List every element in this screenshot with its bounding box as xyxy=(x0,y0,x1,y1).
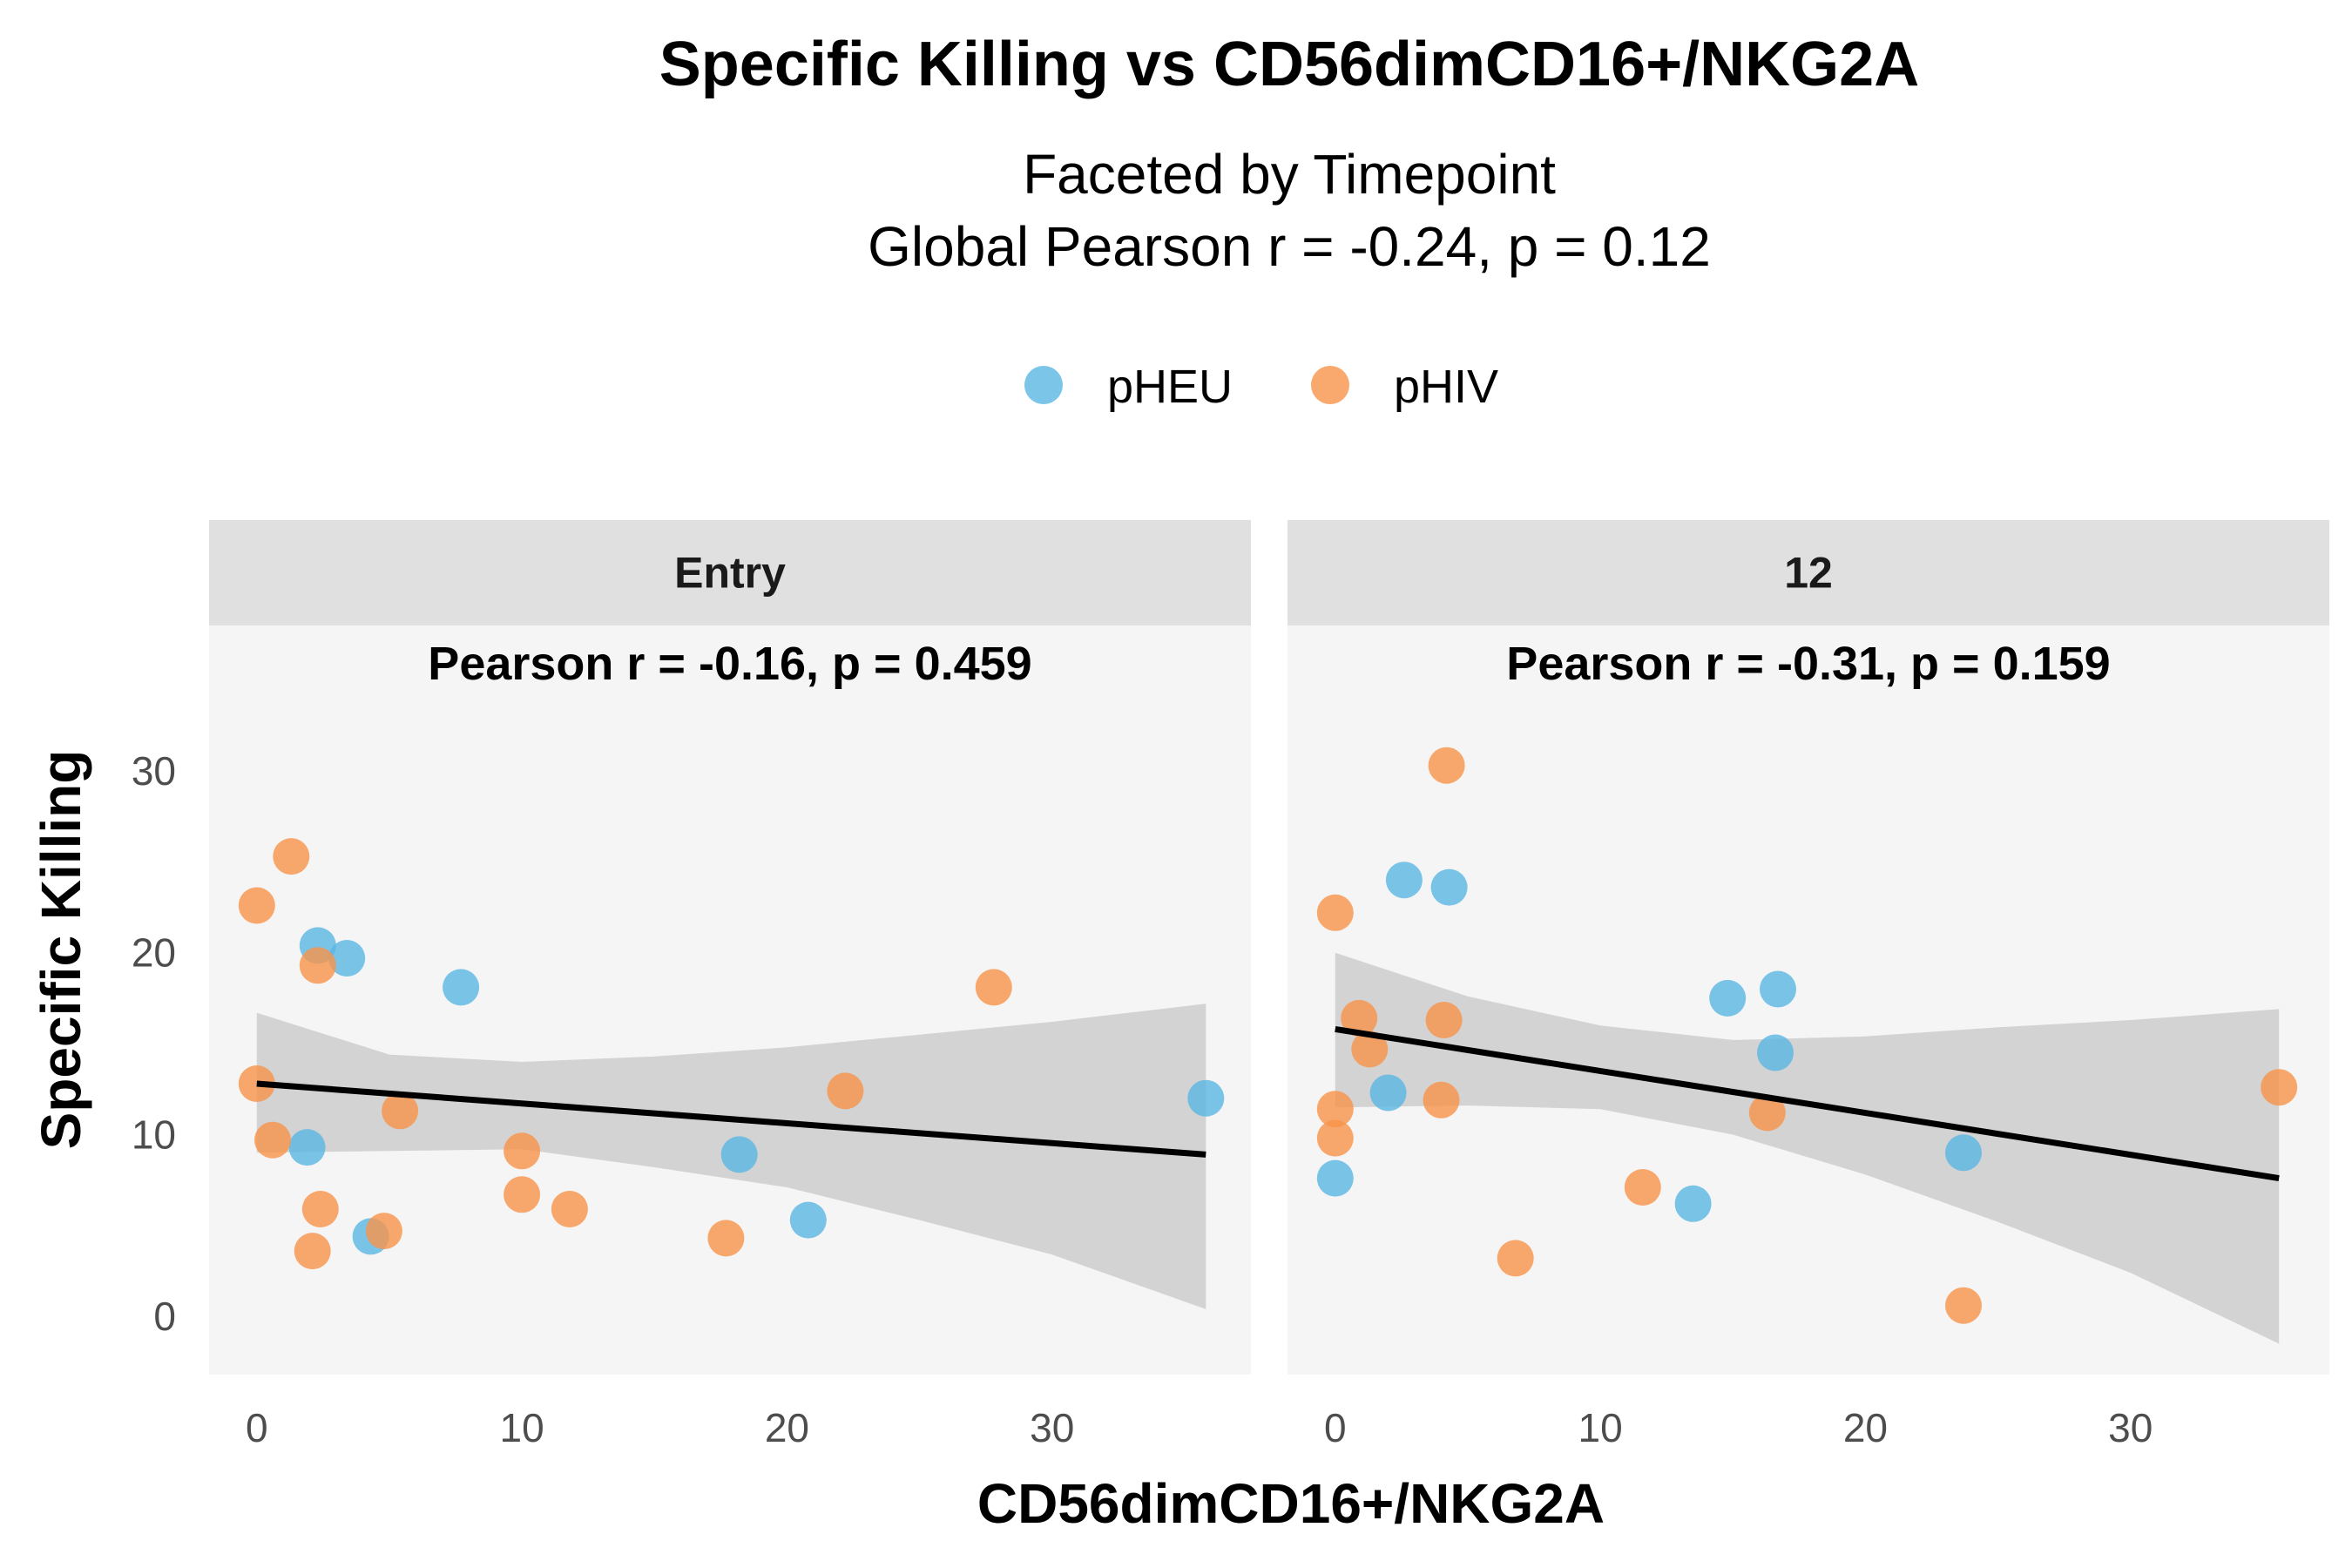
data-point-phiv xyxy=(1341,999,1378,1037)
y-axis-title: Specific Killing xyxy=(30,750,92,1150)
data-point-pheu xyxy=(1385,862,1423,899)
facet-strip xyxy=(209,520,1251,625)
facet-strip-label: 12 xyxy=(1784,549,1833,598)
chart-subtitle-line-2: Global Pearson r = -0.24, p = 0.12 xyxy=(868,215,1711,278)
data-point-phiv xyxy=(365,1213,402,1250)
data-point-phiv xyxy=(827,1072,864,1110)
data-point-phiv xyxy=(2261,1069,2298,1106)
data-point-phiv xyxy=(1423,1081,1460,1119)
y-tick-label: 0 xyxy=(153,1294,176,1339)
legend: pHEU pHIV xyxy=(1024,361,1498,413)
data-point-pheu xyxy=(1674,1185,1712,1222)
data-point-phiv xyxy=(238,887,275,924)
legend-label-phiv: pHIV xyxy=(1394,361,1498,413)
data-point-phiv xyxy=(273,838,310,875)
data-point-phiv xyxy=(1428,747,1465,784)
data-point-phiv xyxy=(504,1176,541,1213)
data-point-pheu xyxy=(1187,1079,1225,1117)
data-point-phiv xyxy=(1945,1287,1982,1324)
data-point-pheu xyxy=(328,940,366,977)
y-tick-label: 30 xyxy=(132,748,176,794)
data-point-phiv xyxy=(1624,1169,1661,1206)
x-tick-label: 20 xyxy=(765,1405,809,1450)
x-tick-label: 0 xyxy=(246,1405,268,1450)
y-tick-label: 10 xyxy=(132,1112,176,1157)
legend-key-phiv xyxy=(1311,366,1349,404)
data-point-phiv xyxy=(975,969,1012,1006)
legend-key-pheu xyxy=(1024,366,1063,404)
x-tick-label: 10 xyxy=(500,1405,544,1450)
data-point-phiv xyxy=(1351,1031,1389,1068)
data-point-phiv xyxy=(254,1121,291,1159)
facet-correlation-annotation: Pearson r = -0.31, p = 0.159 xyxy=(1506,638,2110,690)
data-point-pheu xyxy=(1709,979,1747,1017)
data-point-phiv xyxy=(1316,1091,1354,1128)
x-tick-label: 30 xyxy=(2108,1405,2153,1450)
data-point-phiv xyxy=(299,947,336,984)
chart-subtitle-line-1: Faceted by Timepoint xyxy=(1023,143,1556,206)
data-point-pheu xyxy=(720,1136,758,1173)
data-point-pheu xyxy=(1945,1134,1982,1172)
facet-strip xyxy=(1288,520,2329,625)
data-point-phiv xyxy=(551,1191,588,1227)
y-tick-label: 20 xyxy=(132,930,176,976)
data-point-pheu xyxy=(1316,1159,1354,1197)
data-point-pheu xyxy=(288,1129,326,1166)
chart-title: Specific Killing vs CD56dimCD16+/NKG2A xyxy=(659,30,1919,99)
data-point-phiv xyxy=(301,1191,339,1227)
facet-panel-entry: Entry Pearson r = -0.16, p = 0.459 0 10 20 30… xyxy=(132,520,1251,1450)
data-point-phiv xyxy=(504,1132,541,1170)
facet-correlation-annotation: Pearson r = -0.16, p = 0.459 xyxy=(428,638,1031,690)
confidence-band xyxy=(1335,952,2280,1344)
data-point-phiv xyxy=(707,1220,745,1257)
regression-line xyxy=(1335,1025,2280,1182)
facet-panel-12: 12 Pearson r = -0.31, p = 0.159 0 10 20 30 xyxy=(1288,520,2329,1450)
legend-label-pheu: pHEU xyxy=(1107,361,1233,413)
data-point-pheu xyxy=(1430,868,1468,906)
data-point-pheu xyxy=(789,1201,827,1239)
data-point-phiv xyxy=(294,1233,331,1270)
data-point-pheu xyxy=(1369,1074,1407,1112)
regression-line xyxy=(256,1080,1206,1158)
facet-strip-label: Entry xyxy=(674,549,786,598)
data-point-phiv xyxy=(1425,1002,1463,1038)
data-point-phiv xyxy=(1316,1119,1354,1157)
x-axis-title: CD56dimCD16+/NKG2A xyxy=(977,1472,1605,1535)
data-point-pheu xyxy=(1760,970,1796,1008)
data-point-phiv xyxy=(382,1092,419,1130)
x-tick-label: 20 xyxy=(1843,1405,1888,1450)
data-point-phiv xyxy=(1497,1240,1534,1277)
x-tick-label: 30 xyxy=(1030,1405,1074,1450)
data-point-pheu xyxy=(443,969,480,1006)
x-tick-label: 0 xyxy=(1324,1405,1347,1450)
data-point-phiv xyxy=(1748,1094,1786,1132)
data-point-pheu xyxy=(1757,1034,1794,1071)
x-tick-label: 10 xyxy=(1578,1405,1623,1450)
data-point-phiv xyxy=(1316,894,1354,931)
